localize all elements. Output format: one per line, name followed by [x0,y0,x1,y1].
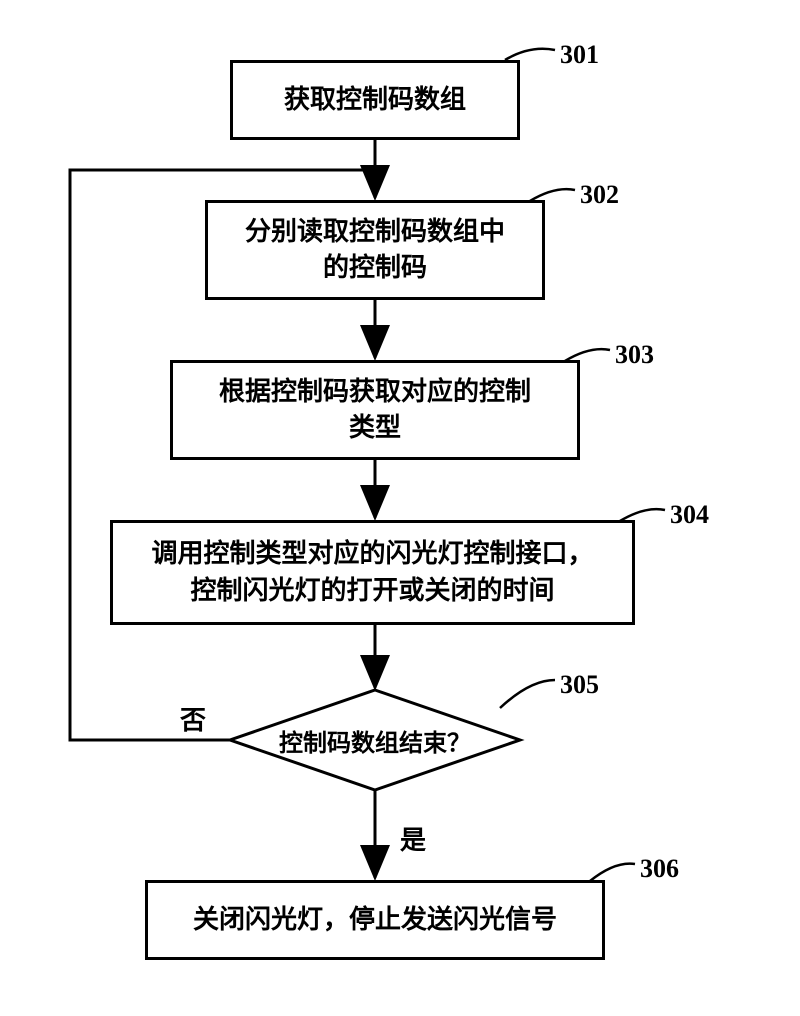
node-305-text: 控制码数组结束？ [230,690,520,790]
arrows [0,0,800,1016]
flowchart-canvas: 获取控制码数组 301 分别读取控制码数组中 的控制码 302 根据控制码获取对… [0,0,800,1016]
